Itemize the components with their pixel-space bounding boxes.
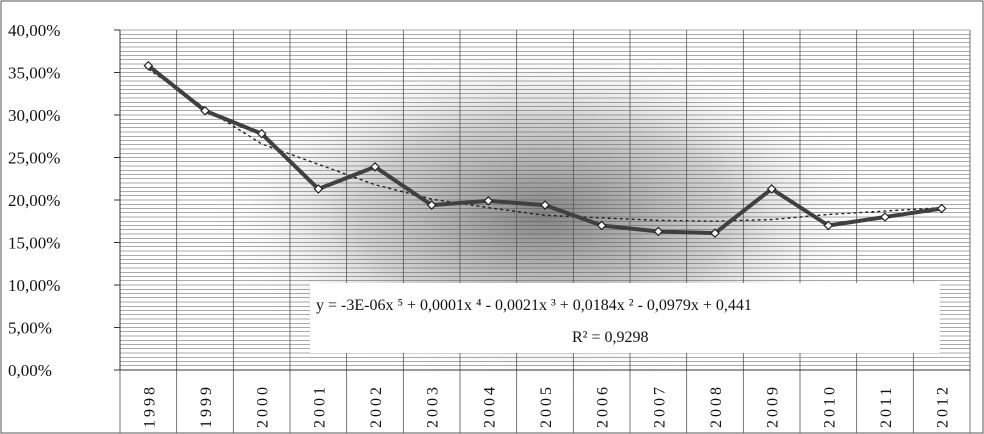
x-tick-label: 2009 [765,384,782,428]
x-tick-label: 2002 [368,384,385,428]
x-tick-label: 2000 [255,384,272,428]
x-tick-label: 2001 [311,384,328,428]
y-tick-label: 25,00% [8,149,60,168]
trendline-equation: y = -3E-06x ⁵ + 0,0001x ⁴ - 0,0021x ³ + … [316,297,752,314]
trendline-r-squared: R² = 0,9298 [572,329,649,346]
data-point [313,184,324,194]
y-tick-label: 35,00% [8,64,60,83]
x-tick-label: 2010 [821,384,838,428]
y-tick-label: 0,00% [8,361,52,380]
x-tick-label: 1998 [141,384,158,428]
data-point [426,200,437,210]
x-tick-label: 2006 [595,384,612,428]
y-tick-label: 30,00% [8,106,60,125]
y-tick-label: 5,00% [8,319,52,338]
data-point [710,228,720,238]
data-point [596,220,607,231]
data-point [653,226,664,237]
data-point [143,60,154,71]
x-tick-label: 2005 [538,384,555,428]
data-point [766,184,777,194]
data-point [370,162,380,172]
series-line [143,60,947,238]
data-point [936,203,947,214]
x-tick-label: 2004 [481,384,498,428]
x-tick-label: 2012 [935,384,952,428]
x-tick-label: 1999 [198,384,215,428]
data-point [256,128,267,139]
data-point [880,212,890,222]
x-tick-label: 2003 [425,384,442,428]
trendline-equation-box: y = -3E-06x ⁵ + 0,0001x ⁴ - 0,0021x ³ + … [310,283,940,353]
x-tick-label: 2011 [878,385,895,428]
data-point [200,105,210,116]
y-tick-label: 20,00% [8,191,60,210]
y-tick-label: 15,00% [8,234,60,253]
data-point [823,220,834,231]
y-axis-ticks: 0,00% 5,00% 10,00% 15,00% 20,00% 25,00% 30,00%… [8,21,120,380]
y-tick-label: 10,00% [8,276,60,295]
data-point [483,196,494,206]
x-tick-label: 2007 [651,384,668,428]
y-tick-label: 40,00% [8,21,60,40]
x-axis-ticks: 1998 1999 2000 2001 2002 2003 2004 2005 2006 2007… [141,384,951,428]
data-point [540,200,550,210]
x-tick-label: 2008 [708,384,725,428]
